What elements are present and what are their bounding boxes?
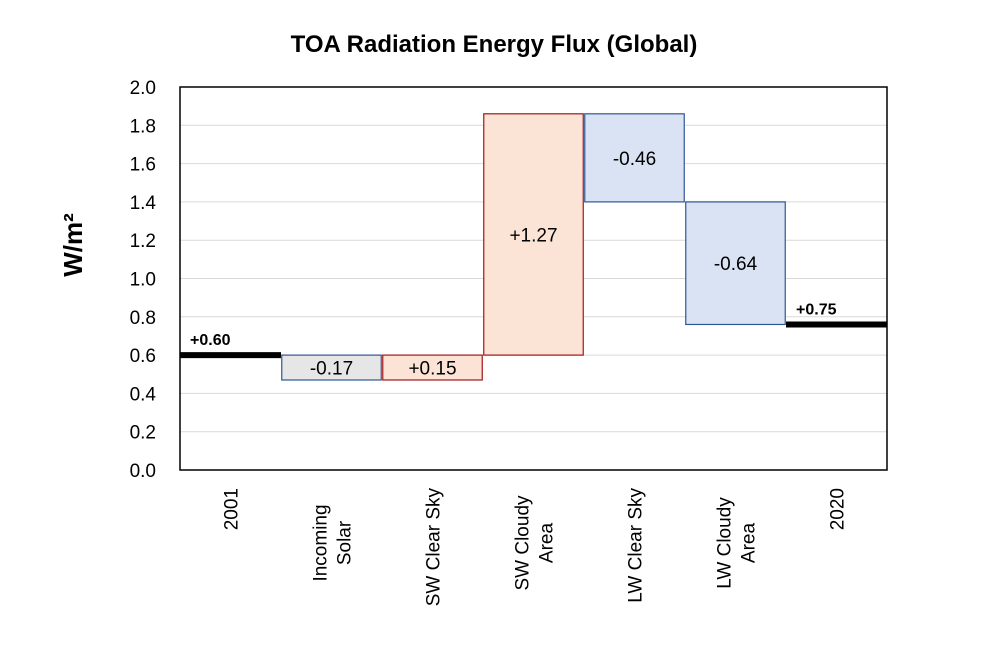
data-label: +0.60 — [190, 332, 231, 349]
y-tick-label: 1.6 — [130, 155, 156, 176]
category-label: LW Clear Sky — [626, 488, 647, 603]
category-label-line: LW Cloudy — [715, 497, 736, 589]
delta-bar — [685, 201, 786, 326]
y-tick-label: 0.6 — [130, 346, 156, 367]
category-label: Incoming Solar — [311, 504, 356, 581]
category-label-line: LW Clear Sky — [626, 488, 647, 603]
data-label: +0.15 — [408, 359, 456, 380]
category-label-line: Area — [739, 523, 760, 564]
y-tick-label: 0.8 — [130, 308, 156, 329]
y-tick-label: 0.0 — [130, 461, 156, 482]
y-tick-label: 2.0 — [130, 78, 156, 99]
data-label: -0.46 — [613, 149, 656, 170]
delta-bar — [584, 113, 685, 203]
category-label: SW Clear Sky — [424, 488, 445, 607]
delta-bar — [483, 113, 584, 356]
plot-frame — [179, 86, 888, 471]
y-tick-label: 0.2 — [130, 423, 156, 444]
category-label-line: SW Cloudy — [513, 495, 534, 591]
delta-bar — [281, 354, 382, 381]
category-label-line: 2020 — [828, 488, 849, 530]
bars: +0.60 -0.17 +0.15 +1.27 -0.46 -0.64 +0.75 — [180, 113, 887, 381]
y-tick-label: 1.0 — [130, 270, 156, 291]
data-label: -0.17 — [310, 359, 353, 380]
category-label: 2020 — [828, 488, 849, 530]
y-tick-label: 1.2 — [130, 231, 156, 252]
data-label: +1.27 — [509, 225, 557, 246]
y-axis-label: W/m² — [58, 213, 88, 277]
delta-bar — [382, 354, 483, 381]
data-label: +0.75 — [796, 301, 837, 318]
data-label: -0.64 — [714, 254, 758, 275]
y-tick-label: 1.8 — [130, 116, 156, 137]
chart-title: TOA Radiation Energy Flux (Global) — [291, 31, 698, 58]
y-tick-label: 1.4 — [130, 193, 157, 214]
category-label: LW Cloudy Area — [715, 497, 760, 589]
category-label-line: Solar — [335, 520, 356, 565]
category-label: 2001 — [222, 488, 243, 530]
category-label-line: 2001 — [222, 488, 243, 530]
category-label-line: Incoming — [311, 504, 332, 581]
category-label-line: Area — [537, 523, 558, 564]
y-tick-labels: 0.0 0.2 0.4 0.6 0.8 1.0 1.2 1.4 1.6 1.8 2.0 — [130, 78, 157, 482]
category-labels: 2001 Incoming Solar SW Clear Sky SW Cloudy Ar… — [222, 488, 849, 607]
category-label: SW Cloudy Area — [513, 495, 558, 591]
category-label-line: SW Clear Sky — [424, 488, 445, 607]
y-tick-label: 0.4 — [130, 384, 157, 405]
